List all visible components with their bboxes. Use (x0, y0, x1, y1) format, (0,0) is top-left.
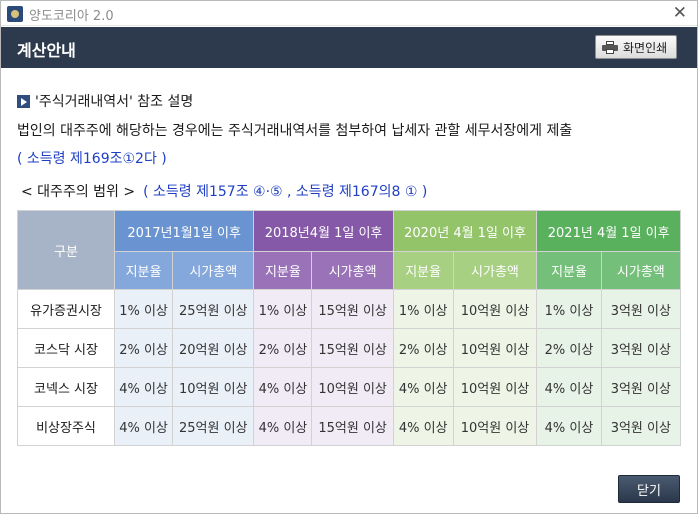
reference-section: '주식거래내역서' 참조 설명 법인의 대주주에 해당하는 경우에는 주식거래내… (17, 91, 677, 168)
table-cell: 10억원 이상 (172, 367, 255, 407)
dialog-title: 계산안내 (17, 41, 76, 60)
table-cell: 3억원 이상 (600, 328, 682, 368)
printer-icon (602, 40, 618, 54)
table-cell: 10억원 이상 (452, 406, 538, 446)
table-cell: 4% 이상 (253, 367, 313, 407)
reference-law: ( 소득령 제169조①2다 ) (17, 151, 167, 167)
period-header: 2021년 4월 1일 이후 (536, 210, 681, 252)
table-cell: 2% 이상 (392, 328, 454, 368)
table-cell: 25억원 이상 (172, 406, 255, 446)
sub-header-share: 지분율 (392, 251, 454, 290)
print-screen-button[interactable]: 화면인쇄 (595, 35, 677, 59)
table-cell: 4% 이상 (392, 367, 454, 407)
row-label: 코넥스 시장 (17, 367, 115, 407)
table-cell: 4% 이상 (113, 367, 174, 407)
reference-title: '주식거래내역서' 참조 설명 (35, 94, 194, 110)
reference-description: 법인의 대주주에 해당하는 경우에는 주식거래내역서를 첨부하여 납세자 관할 … (17, 123, 573, 139)
period-header: 2018년4월 1일 이후 (253, 210, 394, 252)
sub-header-share: 지분율 (113, 251, 174, 290)
table-cell: 2% 이상 (536, 328, 602, 368)
sub-header-share: 지분율 (253, 251, 313, 290)
dialog-header: 계산안내 화면인쇄 (1, 27, 697, 68)
table-row: 유가증권시장 1% 이상 25억원 이상 1% 이상 15억원 이상 1% 이상… (17, 289, 682, 329)
table-cell: 15억원 이상 (311, 406, 394, 446)
row-label: 유가증권시장 (17, 289, 115, 329)
table-cell: 15억원 이상 (311, 289, 394, 329)
table-cell: 10억원 이상 (311, 367, 394, 407)
table-cell: 1% 이상 (113, 289, 174, 329)
table-cell: 3억원 이상 (600, 367, 682, 407)
sub-header-market-cap: 시가총액 (311, 251, 394, 290)
period-header: 2017년1월1일 이후 (113, 210, 255, 252)
sub-header-market-cap: 시가총액 (600, 251, 682, 290)
table-cell: 2% 이상 (113, 328, 174, 368)
table-cell: 2% 이상 (253, 328, 313, 368)
print-screen-label: 화면인쇄 (623, 40, 668, 55)
period-header: 2020년 4월 1일 이후 (392, 210, 538, 252)
close-button[interactable]: 닫기 (618, 475, 680, 503)
table-cell: 4% 이상 (392, 406, 454, 446)
app-title: 양도코리아 2.0 (29, 9, 114, 24)
sub-header-market-cap: 시가총액 (172, 251, 255, 290)
table-row: 코넥스 시장 4% 이상 10억원 이상 4% 이상 10억원 이상 4% 이상… (17, 367, 682, 407)
table-cell: 4% 이상 (253, 406, 313, 446)
app-logo-icon (7, 6, 23, 22)
table-cell: 15억원 이상 (311, 328, 394, 368)
table-cell: 10억원 이상 (452, 328, 538, 368)
table-cell: 4% 이상 (536, 406, 602, 446)
table-cell: 25억원 이상 (172, 289, 255, 329)
table-corner-header: 구분 (17, 210, 115, 290)
sub-header-share: 지분율 (536, 251, 602, 290)
table-cell: 1% 이상 (392, 289, 454, 329)
table-cell: 3억원 이상 (600, 406, 682, 446)
range-label: < 대주주의 범위 > (21, 184, 136, 200)
table-row: 비상장주식 4% 이상 25억원 이상 4% 이상 15억원 이상 4% 이상 … (17, 406, 682, 446)
table-cell: 4% 이상 (113, 406, 174, 446)
range-heading: < 대주주의 범위 > ( 소득령 제157조 ④·⑤ , 소득령 제167의8… (21, 181, 427, 201)
table-row: 코스닥 시장 2% 이상 20억원 이상 2% 이상 15억원 이상 2% 이상… (17, 328, 682, 368)
major-shareholder-table: 구분 2017년1월1일 이후 2018년4월 1일 이후 2020년 4월 1… (17, 210, 682, 446)
table-cell: 3억원 이상 (600, 289, 682, 329)
range-law: ( 소득령 제157조 ④·⑤ , 소득령 제167의8 ① ) (143, 184, 428, 200)
table-cell: 1% 이상 (536, 289, 602, 329)
table-cell: 20억원 이상 (172, 328, 255, 368)
table-cell: 4% 이상 (536, 367, 602, 407)
title-bar: 양도코리아 2.0 ✕ (1, 1, 697, 26)
table-cell: 10억원 이상 (452, 289, 538, 329)
window-close-icon[interactable]: ✕ (672, 3, 687, 23)
sub-header-market-cap: 시가총액 (452, 251, 538, 290)
bullet-arrow-icon (17, 94, 30, 108)
row-label: 비상장주식 (17, 406, 115, 446)
table-cell: 1% 이상 (253, 289, 313, 329)
table-cell: 10억원 이상 (452, 367, 538, 407)
row-label: 코스닥 시장 (17, 328, 115, 368)
